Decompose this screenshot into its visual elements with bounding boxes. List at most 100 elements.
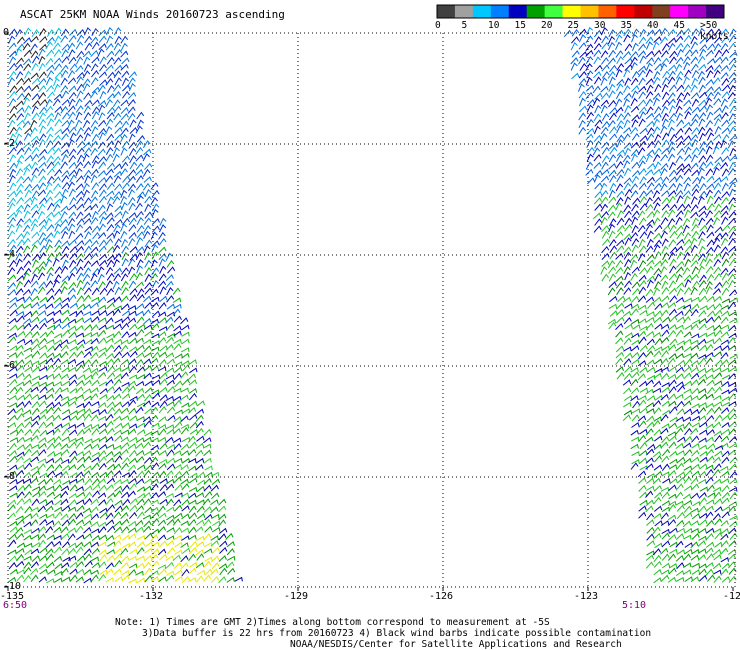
wind-barb — [714, 125, 722, 135]
wind-barb — [113, 84, 122, 92]
wind-barb — [54, 302, 63, 310]
wind-barb — [32, 266, 40, 275]
wind-barb — [91, 547, 100, 555]
wind-barb — [84, 225, 93, 233]
wind-barb — [83, 548, 92, 556]
wind-barb — [714, 445, 724, 450]
wind-barb — [165, 470, 174, 478]
wind-barb — [46, 175, 55, 184]
wind-barb — [16, 296, 25, 302]
wind-barb — [30, 72, 39, 80]
wind-barb — [661, 528, 670, 535]
colorbar-swatch — [437, 5, 456, 18]
wind-barb — [189, 367, 198, 374]
wind-barb — [121, 322, 130, 331]
wind-barb — [660, 323, 670, 330]
wind-barb — [684, 279, 692, 288]
wind-barb — [23, 49, 32, 57]
wind-barb — [105, 26, 114, 36]
wind-barb — [653, 267, 662, 276]
wind-barb — [121, 182, 130, 190]
wind-barb — [165, 252, 173, 261]
wind-barb — [594, 104, 602, 114]
wind-barb — [7, 282, 16, 290]
wind-barb — [22, 230, 31, 239]
wind-barb — [683, 251, 691, 260]
wind-barb — [608, 29, 616, 38]
wind-barb — [129, 511, 138, 520]
wind-barb — [8, 450, 17, 457]
wind-barb — [180, 387, 189, 393]
wind-barb — [173, 527, 182, 535]
wind-barb — [8, 414, 17, 422]
wind-barb — [76, 413, 86, 421]
wind-barb — [99, 63, 107, 72]
wind-barb — [720, 175, 729, 183]
wind-barb — [646, 210, 655, 219]
wind-barb — [615, 34, 623, 43]
wind-barb — [113, 323, 122, 330]
wind-barb — [128, 464, 137, 472]
wind-barb — [32, 491, 41, 498]
wind-barb — [8, 555, 17, 563]
wind-barb — [98, 329, 107, 337]
wind-barb — [75, 317, 85, 323]
wind-barb — [38, 563, 48, 570]
wind-barb — [135, 169, 144, 176]
wind-barb — [151, 310, 161, 318]
wind-barb — [83, 212, 92, 220]
wind-barb — [38, 490, 47, 498]
wind-barb — [121, 441, 130, 449]
wind-barb — [121, 316, 131, 323]
wind-barb — [135, 210, 144, 219]
wind-barb — [121, 555, 130, 563]
wind-barb — [157, 564, 167, 570]
wind-barb — [158, 273, 167, 282]
wind-barb — [609, 295, 618, 303]
wind-barb — [76, 76, 84, 85]
wind-barb — [698, 574, 708, 582]
wind-barb — [68, 272, 76, 281]
wind-barb — [691, 333, 700, 339]
wind-barb — [129, 548, 138, 555]
wind-barb — [98, 104, 106, 113]
wind-barb — [8, 197, 17, 206]
wind-barb — [189, 392, 198, 401]
wind-barb — [32, 486, 41, 492]
wind-barb — [62, 329, 71, 337]
wind-barb — [76, 555, 86, 562]
wind-barb — [45, 258, 53, 268]
wind-barb — [98, 422, 107, 429]
wind-barb — [8, 336, 17, 344]
wind-barb — [113, 91, 122, 99]
wind-barb — [127, 317, 137, 324]
wind-barb — [661, 574, 670, 582]
wind-barb — [180, 527, 190, 533]
wind-barb — [707, 574, 716, 582]
wind-barb — [218, 513, 227, 521]
wind-barb — [75, 379, 85, 387]
wind-barb — [166, 358, 175, 365]
wind-barb — [143, 176, 152, 183]
wind-barb — [90, 351, 99, 360]
wind-barb — [166, 303, 176, 310]
wind-barb — [638, 182, 647, 190]
wind-barb — [16, 478, 25, 485]
wind-barb — [691, 147, 700, 155]
wind-barb — [615, 345, 625, 353]
wind-barb — [39, 331, 48, 339]
wind-barb — [713, 177, 722, 184]
wind-barb — [720, 210, 729, 218]
wind-barb — [705, 145, 713, 155]
wind-barb — [727, 140, 736, 149]
wind-barb — [84, 485, 93, 492]
wind-barb — [45, 548, 54, 556]
wind-barb — [632, 324, 641, 330]
wind-barb — [210, 535, 219, 541]
wind-barb — [158, 317, 167, 324]
wind-barb — [121, 422, 131, 429]
wind-barb — [98, 561, 107, 569]
wind-barb — [97, 48, 105, 57]
wind-barb — [121, 484, 130, 492]
wind-barb — [189, 561, 198, 568]
